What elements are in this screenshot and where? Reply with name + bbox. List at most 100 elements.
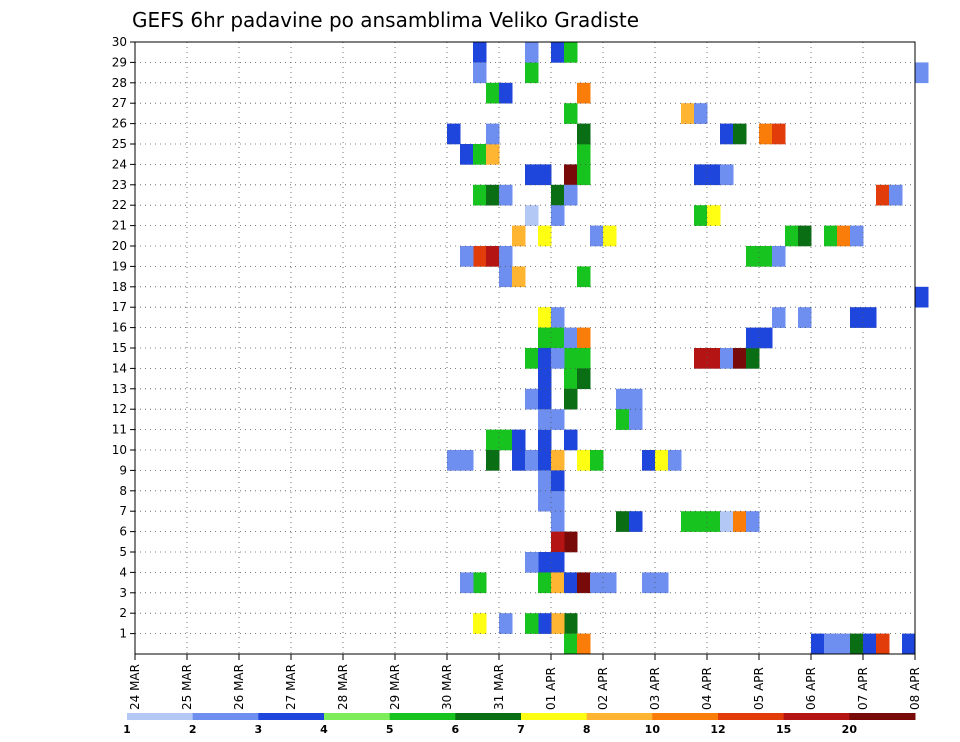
heatmap-cell	[512, 450, 526, 471]
heatmap-cell	[499, 266, 513, 288]
y-tick-label: 17	[112, 300, 127, 314]
heatmap-cell	[447, 450, 461, 471]
heatmap-cell	[564, 388, 578, 410]
heatmap-cell	[616, 511, 630, 532]
heatmap-cell	[486, 429, 500, 451]
heatmap-cell	[577, 266, 591, 288]
heatmap-cell	[733, 123, 747, 145]
heatmap-cell	[837, 225, 851, 247]
heatmap-cell	[460, 144, 474, 165]
y-tick-label: 18	[112, 280, 127, 294]
colorbar-label: 7	[517, 723, 525, 736]
x-tick-label: 01 APR	[544, 667, 558, 710]
heatmap-cell	[473, 62, 487, 84]
y-tick-label: 14	[112, 361, 127, 375]
heatmap-cell	[538, 470, 552, 492]
heatmap-cell	[486, 82, 500, 104]
y-tick-label: 26	[112, 117, 127, 131]
heatmap-cell	[499, 246, 513, 267]
heatmap-cell	[590, 572, 604, 594]
heatmap-cell	[850, 307, 864, 328]
heatmap-cell	[551, 531, 565, 553]
heatmap-cell	[681, 103, 695, 124]
heatmap-cell	[473, 144, 487, 165]
x-tick-label: 02 APR	[596, 667, 610, 710]
heatmap-cell	[538, 552, 552, 573]
heatmap-cell	[473, 184, 487, 206]
heatmap-cell	[707, 164, 721, 186]
colorbar-label: 4	[320, 723, 328, 736]
heatmap-cell	[525, 552, 539, 573]
heatmap-cell	[551, 470, 565, 492]
heatmap-cell	[525, 205, 539, 226]
heatmap-cell	[629, 409, 643, 430]
x-tick-label: 28 MAR	[336, 664, 350, 710]
heatmap-cell	[577, 633, 591, 655]
heatmap-cell	[551, 327, 565, 349]
heatmap-cell	[564, 633, 578, 655]
heatmap-cell	[512, 429, 526, 451]
x-tick-label: 31 MAR	[492, 664, 506, 710]
heatmap-cell	[876, 184, 890, 206]
heatmap-cell	[499, 184, 513, 206]
heatmap-cell	[538, 429, 552, 451]
heatmap-cell	[564, 184, 578, 206]
heatmap-cell	[486, 450, 500, 471]
heatmap-cell	[551, 511, 565, 532]
heatmap-cell	[694, 103, 708, 124]
heatmap-cell	[564, 327, 578, 349]
heatmap-cell	[720, 164, 734, 186]
y-tick-label: 3	[119, 586, 127, 600]
heatmap-cell	[447, 123, 461, 145]
heatmap-cell	[473, 572, 487, 594]
y-tick-label: 11	[112, 423, 127, 437]
y-tick-label: 21	[112, 219, 127, 233]
heatmap-cell	[733, 511, 747, 532]
heatmap-cell	[551, 307, 565, 328]
colorbar-label: 2	[189, 723, 197, 736]
colorbar-swatch	[192, 713, 259, 720]
heatmap-cell	[668, 450, 682, 471]
heatmap-cell	[694, 511, 708, 532]
x-axis: 24 MAR 25 MAR 26 MAR 27 MAR 28 MAR 29 MAR 30 M…	[128, 654, 922, 710]
heatmap-cell	[707, 348, 721, 369]
heatmap-cell	[746, 327, 760, 349]
colorbar-swatch	[258, 713, 325, 720]
heatmap-cell	[551, 42, 565, 63]
heatmap-cell	[629, 388, 643, 410]
cells-layer	[447, 42, 929, 655]
heatmap-cell	[850, 633, 864, 655]
colorbar-swatch	[849, 713, 916, 720]
heatmap-cell	[538, 225, 552, 247]
colorbar-label: 12	[710, 723, 725, 736]
x-tick-label: 27 MAR	[284, 664, 298, 710]
y-axis: 1234567891011121314151617181920212223242…	[112, 35, 135, 641]
heatmap-cell	[577, 123, 591, 145]
heatmap-cell	[577, 348, 591, 369]
y-tick-label: 27	[112, 96, 127, 110]
heatmap-cell	[564, 348, 578, 369]
heatmap-cell	[707, 205, 721, 226]
heatmap-cell	[811, 633, 825, 655]
heatmap-cell	[707, 511, 721, 532]
y-tick-label: 13	[112, 382, 127, 396]
heatmap-cell	[538, 307, 552, 328]
heatmap-cell	[759, 246, 773, 267]
heatmap-cell	[603, 225, 617, 247]
colorbar-legend: 1 2 3 4 5 6 7 8 10 12 15 20	[123, 713, 916, 736]
heatmap-cell	[577, 450, 591, 471]
heatmap-cell	[720, 348, 734, 369]
heatmap-cell	[746, 511, 760, 532]
heatmap-cell	[525, 388, 539, 410]
heatmap-cell	[616, 388, 630, 410]
y-tick-label: 8	[119, 484, 127, 498]
heatmap-cell	[577, 327, 591, 349]
heatmap-cell	[525, 348, 539, 369]
heatmap-cell	[577, 368, 591, 390]
heatmap-cell	[486, 246, 500, 267]
heatmap-cell	[525, 62, 539, 84]
y-tick-label: 29	[112, 55, 127, 69]
y-tick-label: 12	[112, 402, 127, 416]
heatmap-cell	[538, 368, 552, 390]
heatmap-cell	[460, 246, 474, 267]
